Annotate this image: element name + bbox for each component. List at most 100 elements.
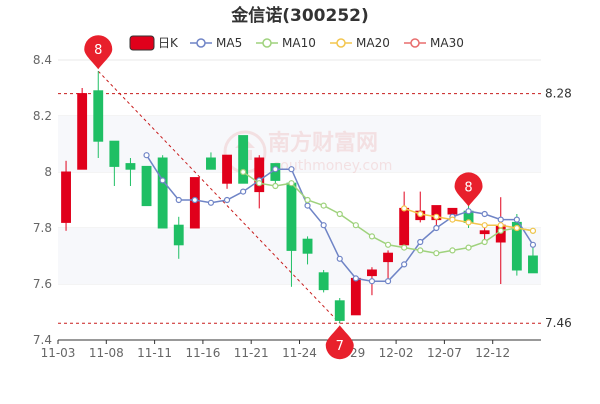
- candle-body: [286, 182, 297, 251]
- candle: [318, 270, 329, 293]
- ma20-point: [529, 227, 537, 234]
- candle-body: [157, 157, 168, 229]
- x-tick-label: 11-08: [89, 346, 124, 360]
- x-tick-label: 12-07: [427, 346, 462, 360]
- marker-label: 7: [336, 339, 344, 354]
- x-tick-label: 11-24: [282, 346, 317, 360]
- marker-pin: [325, 325, 354, 360]
- ma5-point: [272, 166, 279, 173]
- candle: [141, 165, 152, 207]
- y-tick-label: 7.4: [33, 333, 52, 347]
- ma5-point: [240, 188, 247, 195]
- legend-item: 日K: [129, 35, 179, 51]
- ma5-point: [175, 196, 182, 204]
- candle: [93, 71, 104, 158]
- ma10-point: [272, 182, 279, 190]
- marker-pin: [84, 35, 113, 70]
- price-marker: 7: [325, 325, 354, 360]
- price-marker: 8: [84, 35, 113, 70]
- ma10-point: [336, 210, 343, 218]
- ma5-point: [320, 222, 327, 229]
- marker-pin: [454, 172, 483, 207]
- ma20-point: [513, 224, 520, 232]
- legend-swatch-dot: [196, 38, 206, 48]
- legend-item: MA10: [256, 36, 316, 50]
- ma10-point: [240, 168, 247, 176]
- ma10-point: [368, 233, 376, 240]
- reference-line-label: 8.28: [545, 87, 572, 101]
- y-tick-label: 7.8: [33, 221, 52, 235]
- candle-body: [399, 207, 410, 246]
- candle-body: [206, 157, 216, 170]
- candle-body: [350, 277, 361, 316]
- moving-average-lines: [143, 152, 537, 285]
- candle-body: [61, 171, 71, 223]
- ma20-point: [433, 213, 440, 220]
- ma5-point: [223, 196, 231, 204]
- candle: [415, 191, 426, 223]
- legend-swatch-dot: [336, 38, 346, 48]
- price-markers: 8 7 8: [84, 35, 483, 360]
- grid-band: [58, 116, 541, 172]
- ma5-point: [191, 196, 198, 204]
- price-marker: 8: [454, 172, 483, 207]
- legend-label: MA10: [282, 36, 316, 50]
- legend-item: MA20: [330, 36, 390, 50]
- ma5-point: [288, 166, 295, 173]
- x-tick-label: 12-12: [475, 346, 510, 360]
- ma20-point: [497, 222, 504, 229]
- y-tick-label: 8: [44, 165, 52, 179]
- ma5-point: [143, 152, 150, 159]
- ma5-point: [159, 177, 166, 184]
- candle: [528, 247, 538, 274]
- ma5-point: [384, 278, 392, 285]
- x-tick-label: 12-02: [379, 346, 414, 360]
- candle-body: [238, 135, 249, 184]
- candle-body: [173, 224, 184, 246]
- ma5-point: [304, 202, 311, 209]
- candle-body: [383, 252, 393, 263]
- marker-label: 8: [464, 180, 472, 195]
- x-tick-label: 11-21: [234, 346, 269, 360]
- candle-body: [318, 272, 329, 291]
- ma10-point: [288, 180, 295, 187]
- ma5-point: [417, 238, 424, 246]
- candle: [109, 140, 120, 186]
- ma5-point: [401, 261, 408, 268]
- trend-line: [97, 70, 341, 324]
- ma5-point: [497, 216, 504, 223]
- candle-body: [302, 238, 313, 254]
- ma5-point: [207, 199, 215, 206]
- ma5-point: [481, 210, 488, 218]
- candle: [383, 250, 393, 282]
- ma10-point: [449, 247, 456, 254]
- legend-label: MA5: [216, 36, 242, 50]
- ma10-point: [401, 244, 408, 251]
- x-tick-label: 11-16: [185, 346, 220, 360]
- candle: [399, 191, 410, 248]
- grid: [58, 59, 541, 341]
- legend-swatch-dot: [262, 38, 272, 48]
- ma5-point: [368, 278, 376, 285]
- candle-body: [125, 163, 136, 170]
- ma10-point: [384, 241, 392, 248]
- candle-body: [77, 93, 88, 170]
- reference-lines: 8.28 7.46: [58, 87, 572, 330]
- grid-band: [58, 228, 541, 284]
- candle-body: [141, 165, 152, 207]
- candle: [125, 158, 136, 186]
- ma5-point: [336, 255, 343, 262]
- ma10-point: [433, 250, 440, 257]
- ma10-point: [256, 180, 263, 187]
- candle: [222, 154, 232, 189]
- ma10-point: [481, 238, 488, 246]
- legend-swatch: [129, 35, 155, 51]
- y-tick-label: 7.6: [33, 277, 52, 291]
- candle: [302, 236, 313, 265]
- ma10-point: [352, 222, 359, 229]
- ma10-point: [320, 202, 327, 209]
- ma5-point: [529, 241, 537, 248]
- candle-body: [93, 90, 104, 142]
